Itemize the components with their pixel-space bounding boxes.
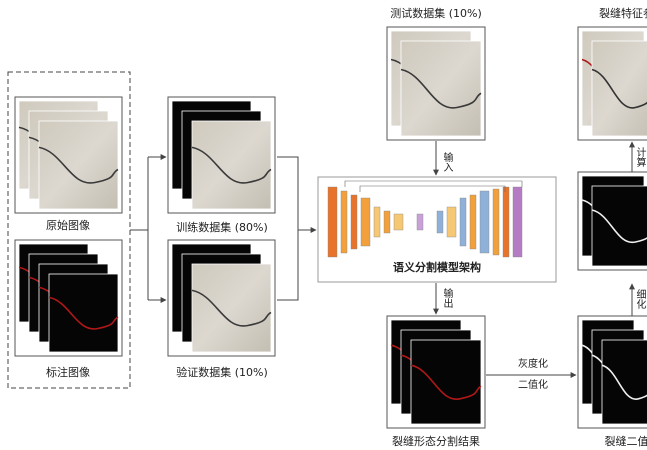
layer	[383, 210, 391, 234]
layer	[373, 206, 381, 238]
node-label: 训练数据集 (80%)	[176, 220, 268, 234]
edge-label: 输出	[441, 287, 453, 308]
layer	[492, 188, 500, 256]
layer	[360, 197, 371, 247]
layer	[469, 194, 477, 250]
layer	[393, 213, 404, 231]
layer	[416, 213, 424, 231]
node-label: 标注图像	[46, 365, 90, 379]
edge-label: 细化	[634, 288, 646, 309]
image	[591, 40, 647, 137]
edge-label: 计算	[634, 146, 646, 168]
image	[48, 273, 119, 353]
image	[601, 339, 647, 425]
edge-label: 二值化	[518, 378, 548, 391]
layer	[512, 186, 523, 258]
node-label: 语义分割模型架构	[393, 260, 481, 274]
image	[400, 40, 482, 137]
image	[410, 339, 482, 425]
layer	[350, 194, 358, 250]
image	[38, 120, 119, 210]
node-label: 裂缝二值图	[605, 434, 647, 448]
image	[591, 185, 647, 267]
image	[191, 263, 272, 353]
skip-connection	[344, 180, 523, 192]
image	[191, 120, 272, 210]
edge-label: 输入	[441, 151, 453, 172]
network-figure	[327, 180, 523, 258]
layer	[446, 206, 457, 238]
layer	[479, 190, 490, 254]
node-label: 原始图像	[46, 218, 90, 232]
connectors	[130, 141, 635, 378]
node-label: 验证数据集 (10%)	[176, 365, 268, 379]
layer	[459, 197, 467, 247]
layer	[340, 190, 348, 254]
edge-label: 灰度化	[518, 357, 548, 370]
node-label: 裂缝形态分割结果	[392, 434, 480, 448]
layer	[436, 210, 444, 234]
layer	[327, 186, 338, 258]
layer	[502, 186, 510, 258]
node-label: 裂缝特征参数	[599, 6, 647, 20]
node-label: 测试数据集 (10%)	[390, 6, 482, 20]
